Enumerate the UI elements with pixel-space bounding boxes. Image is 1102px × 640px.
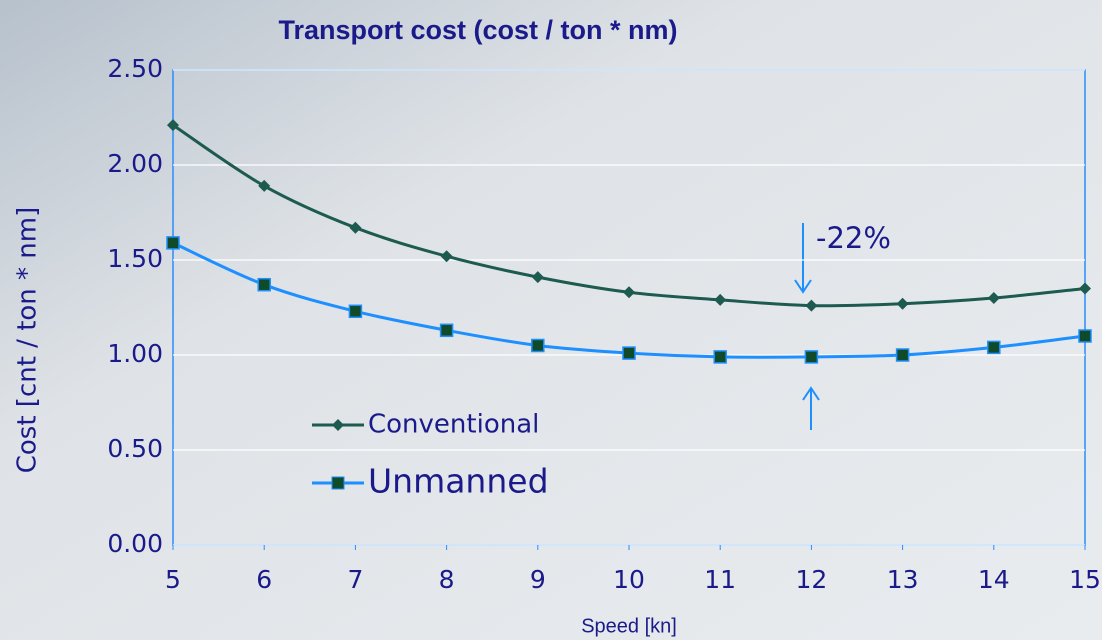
marker — [623, 347, 635, 359]
chart: Transport cost (cost / ton * nm) Speed [… — [0, 0, 1102, 640]
annotation: -22% — [816, 221, 891, 255]
legend-label: Unmanned — [368, 462, 549, 501]
marker — [714, 351, 726, 363]
marker — [167, 237, 179, 249]
x-tick-label: 13 — [887, 565, 919, 594]
chart-title: Transport cost (cost / ton * nm) — [278, 15, 677, 45]
y-axis-label: Cost [cnt / ton * nm] — [13, 207, 43, 474]
marker — [897, 349, 909, 361]
x-tick-label: 6 — [256, 565, 272, 594]
x-tick-label: 7 — [347, 565, 363, 594]
marker — [805, 351, 817, 363]
y-tick-label: 0.50 — [107, 434, 163, 463]
y-tick-label: 1.50 — [107, 244, 163, 273]
marker — [1079, 330, 1091, 342]
x-tick-label: 5 — [165, 565, 181, 594]
legend-marker — [332, 477, 344, 489]
x-axis-label: Speed [kn] — [581, 615, 677, 637]
x-tick-label: 11 — [704, 565, 736, 594]
marker — [532, 340, 544, 352]
x-tick-label: 12 — [795, 565, 827, 594]
x-tick-label: 15 — [1069, 565, 1101, 594]
marker — [258, 279, 270, 291]
x-tick-label: 9 — [530, 565, 546, 594]
y-tick-label: 2.00 — [107, 149, 163, 178]
x-tick-label: 8 — [439, 565, 455, 594]
x-tick-label: 10 — [613, 565, 645, 594]
y-tick-label: 1.00 — [107, 339, 163, 368]
legend-label: Conventional — [368, 410, 539, 440]
y-tick-label: 0.00 — [107, 529, 163, 558]
background — [0, 0, 1102, 640]
marker — [988, 341, 1000, 353]
marker — [349, 305, 361, 317]
x-tick-label: 14 — [978, 565, 1010, 594]
marker — [441, 324, 453, 336]
y-tick-label: 2.50 — [107, 54, 163, 83]
